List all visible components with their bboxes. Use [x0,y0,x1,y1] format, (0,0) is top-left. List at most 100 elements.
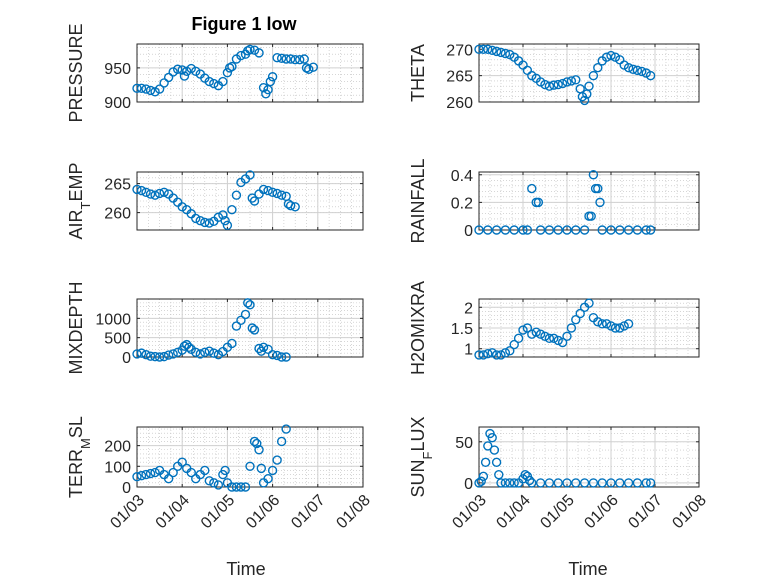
y-axis-label: AIRTEMP [66,163,93,240]
data-point [500,225,511,235]
data-point [295,54,305,65]
data-point [168,349,178,359]
panel-rainfall: 0 0.2 0.4 RAINFALL [408,158,700,244]
data-point [163,350,174,360]
data-point [141,349,151,360]
data-point [145,189,156,199]
data-point [615,478,625,488]
data-point [584,81,594,91]
y-tick-label: 100 [104,459,131,476]
data-point [505,478,515,488]
data-point [172,64,183,74]
data-point [195,216,205,226]
data-point [159,78,169,88]
figure-title: Figure 1 low [191,14,297,34]
data-point [632,225,643,235]
x-tick-label: 01/06 [243,492,283,532]
data-point [619,321,629,331]
data-point [628,64,638,75]
data-point [544,333,555,344]
data-point [549,333,559,344]
data-point [281,54,291,64]
data-point [263,344,273,354]
data-point [150,190,160,200]
data-point [586,211,596,221]
y-axis-label: H2OMIXRA [408,281,428,375]
data-point [204,218,215,228]
data-point [535,329,546,339]
data-point [263,85,273,95]
data-point [254,343,264,354]
data-point [220,216,230,226]
axes-box [478,171,700,231]
data-point [145,351,156,361]
data-point [222,67,233,78]
x-tick-label: 01/05 [198,492,238,532]
data-point [254,445,264,455]
data-point [200,465,210,476]
data-point [584,298,594,308]
x-tick-label: 01/04 [153,492,193,532]
y-tick-label: 0.2 [451,195,473,212]
data-point [522,225,533,235]
y-tick-label: 900 [104,95,131,112]
data-point [231,190,242,200]
data-point [213,480,224,490]
data-point [186,467,196,478]
data-point [496,478,506,488]
x-tick-label: 01/07 [288,492,328,532]
data-point [276,352,287,362]
data-point [227,61,237,72]
data-point [606,321,616,331]
data-point [474,44,484,54]
data-point [236,482,246,492]
data-point [263,474,273,484]
data-point [272,188,282,199]
data-point [272,52,282,63]
data-point [487,432,497,443]
panel-mixdepth: 0 500 1000 MIXDEPTH [66,281,364,375]
x-tick-label: 01/03 [107,492,147,532]
data-point [476,476,486,486]
data-point [606,225,616,235]
y-tick-label: 1 [464,342,473,359]
data-point [172,347,183,358]
x-tick-label: 01/04 [493,492,533,532]
data-point [553,478,563,488]
data-point [606,50,616,61]
data-point [132,349,142,359]
data-point [491,46,502,57]
data-point [263,185,273,196]
data-point [496,350,506,360]
data-point [531,327,541,337]
data-point [641,225,651,235]
data-point [601,319,612,329]
data-point [195,349,205,359]
data-point [267,465,278,476]
data-point [553,79,563,90]
y-tick-label: 0.4 [451,168,473,185]
data-point [535,478,546,488]
data-point [136,470,147,481]
data-point [513,333,524,344]
data-point [236,315,246,325]
data-point [258,184,269,195]
data-point [535,225,546,235]
data-point [252,438,262,449]
y-axis-label: TERRMSL [66,416,93,498]
data-point [509,478,519,488]
data-point [218,76,228,87]
data-point [222,220,233,231]
data-point [168,467,178,478]
x-tick-label: 01/05 [537,492,577,532]
x-axis-label-right: Time [568,559,607,579]
data-point [509,339,519,350]
data-point [544,478,555,488]
data-point [562,225,572,235]
data-point [487,348,497,358]
y-tick-label: 1000 [95,311,131,328]
data-point [254,189,264,199]
data-point [163,474,174,484]
data-point [227,204,237,215]
data-point [290,202,300,212]
